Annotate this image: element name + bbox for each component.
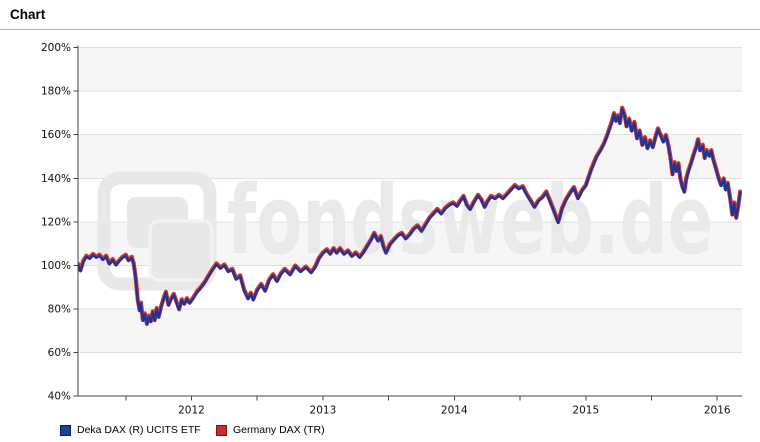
y-tick-label: 80%: [48, 303, 71, 315]
series-lines: [78, 105, 742, 326]
legend-item-dax[interactable]: Germany DAX (TR): [216, 424, 325, 436]
fondsweb-logo-icon: [97, 171, 217, 291]
x-tick-label: 2015: [572, 405, 599, 417]
watermark: fondsweb.de: [97, 166, 713, 291]
y-tick-label: 120%: [41, 216, 71, 228]
legend-item-deka[interactable]: Deka DAX (R) UCITS ETF: [60, 424, 201, 436]
axis-labels: 200% 180% 160% 140% 120% 100% 80% 60% 40% 2012 201…: [41, 42, 731, 416]
y-tick-label: 200%: [41, 42, 71, 54]
y-tick-label: 140%: [41, 173, 71, 185]
legend-swatch-dax-icon: [216, 424, 227, 436]
watermark-text: fondsweb.de: [227, 166, 713, 276]
plot-band: [78, 178, 742, 222]
legend-swatch-deka-icon: [60, 424, 71, 436]
plot-band: [78, 134, 742, 179]
y-tick-label: 40%: [48, 391, 71, 403]
page-title: Chart: [10, 7, 46, 22]
x-tick-label: 2013: [310, 405, 337, 417]
plot-band: [78, 352, 742, 396]
x-tick-label: 2016: [704, 405, 731, 417]
y-tick-label: 160%: [41, 129, 71, 141]
plot-band: [78, 47, 742, 92]
legend-label-deka: Deka DAX (R) UCITS ETF: [77, 424, 201, 436]
y-tick-label: 100%: [41, 260, 71, 272]
axes-ticks: [73, 45, 742, 401]
plot-band: [78, 91, 742, 135]
chart-legend: Deka DAX (R) UCITS ETF Germany DAX (TR): [0, 424, 760, 440]
x-tick-label: 2012: [178, 405, 205, 417]
y-tick-label: 180%: [41, 86, 71, 98]
series-line: [78, 107, 742, 326]
legend-label-dax: Germany DAX (TR): [233, 424, 325, 436]
x-tick-label: 2014: [441, 405, 468, 417]
title-divider: [0, 29, 760, 30]
y-tick-label: 60%: [48, 347, 71, 359]
plot-band: [78, 308, 742, 353]
